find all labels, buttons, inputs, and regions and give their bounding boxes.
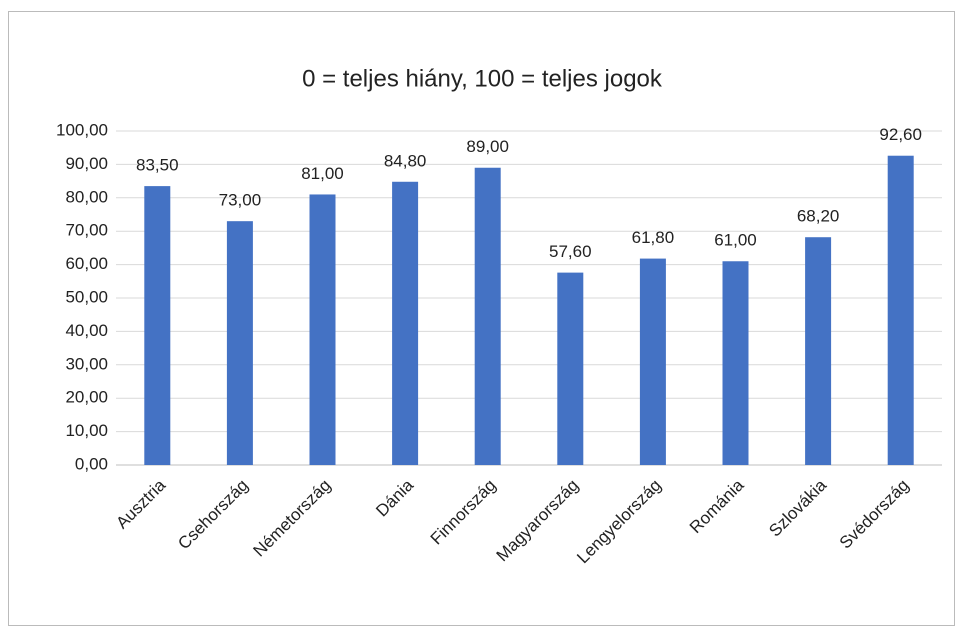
bar <box>392 181 419 465</box>
y-tick-label: 50,00 <box>65 287 108 306</box>
y-tick-label: 60,00 <box>65 254 108 273</box>
y-tick-label: 70,00 <box>65 221 108 240</box>
data-label: 61,00 <box>714 231 757 250</box>
data-label: 89,00 <box>466 137 509 156</box>
y-tick-label: 30,00 <box>65 354 108 373</box>
data-label: 73,00 <box>219 191 262 210</box>
chart-title: 0 = teljes hiány, 100 = teljes jogok <box>302 65 663 92</box>
y-tick-label: 10,00 <box>65 421 108 440</box>
bar <box>722 261 749 465</box>
y-tick-label: 90,00 <box>65 154 108 173</box>
bar <box>557 272 584 465</box>
data-label: 84,80 <box>384 151 427 170</box>
bar <box>144 186 171 466</box>
bar <box>805 237 832 465</box>
bar <box>309 194 336 465</box>
y-tick-label: 80,00 <box>65 187 108 206</box>
y-tick-label: 20,00 <box>65 388 108 407</box>
y-tick-label: 100,00 <box>56 120 108 139</box>
data-label: 61,80 <box>632 228 675 247</box>
y-tick-label: 0,00 <box>75 454 108 473</box>
bar <box>474 167 501 466</box>
data-label: 81,00 <box>301 164 344 183</box>
y-tick-label: 40,00 <box>65 321 108 340</box>
data-label: 57,60 <box>549 242 592 261</box>
bar <box>226 221 253 465</box>
data-label: 68,20 <box>797 207 840 226</box>
data-label: 92,60 <box>879 125 922 144</box>
bar <box>639 258 666 465</box>
data-label: 83,50 <box>136 156 179 175</box>
bar <box>887 155 914 465</box>
